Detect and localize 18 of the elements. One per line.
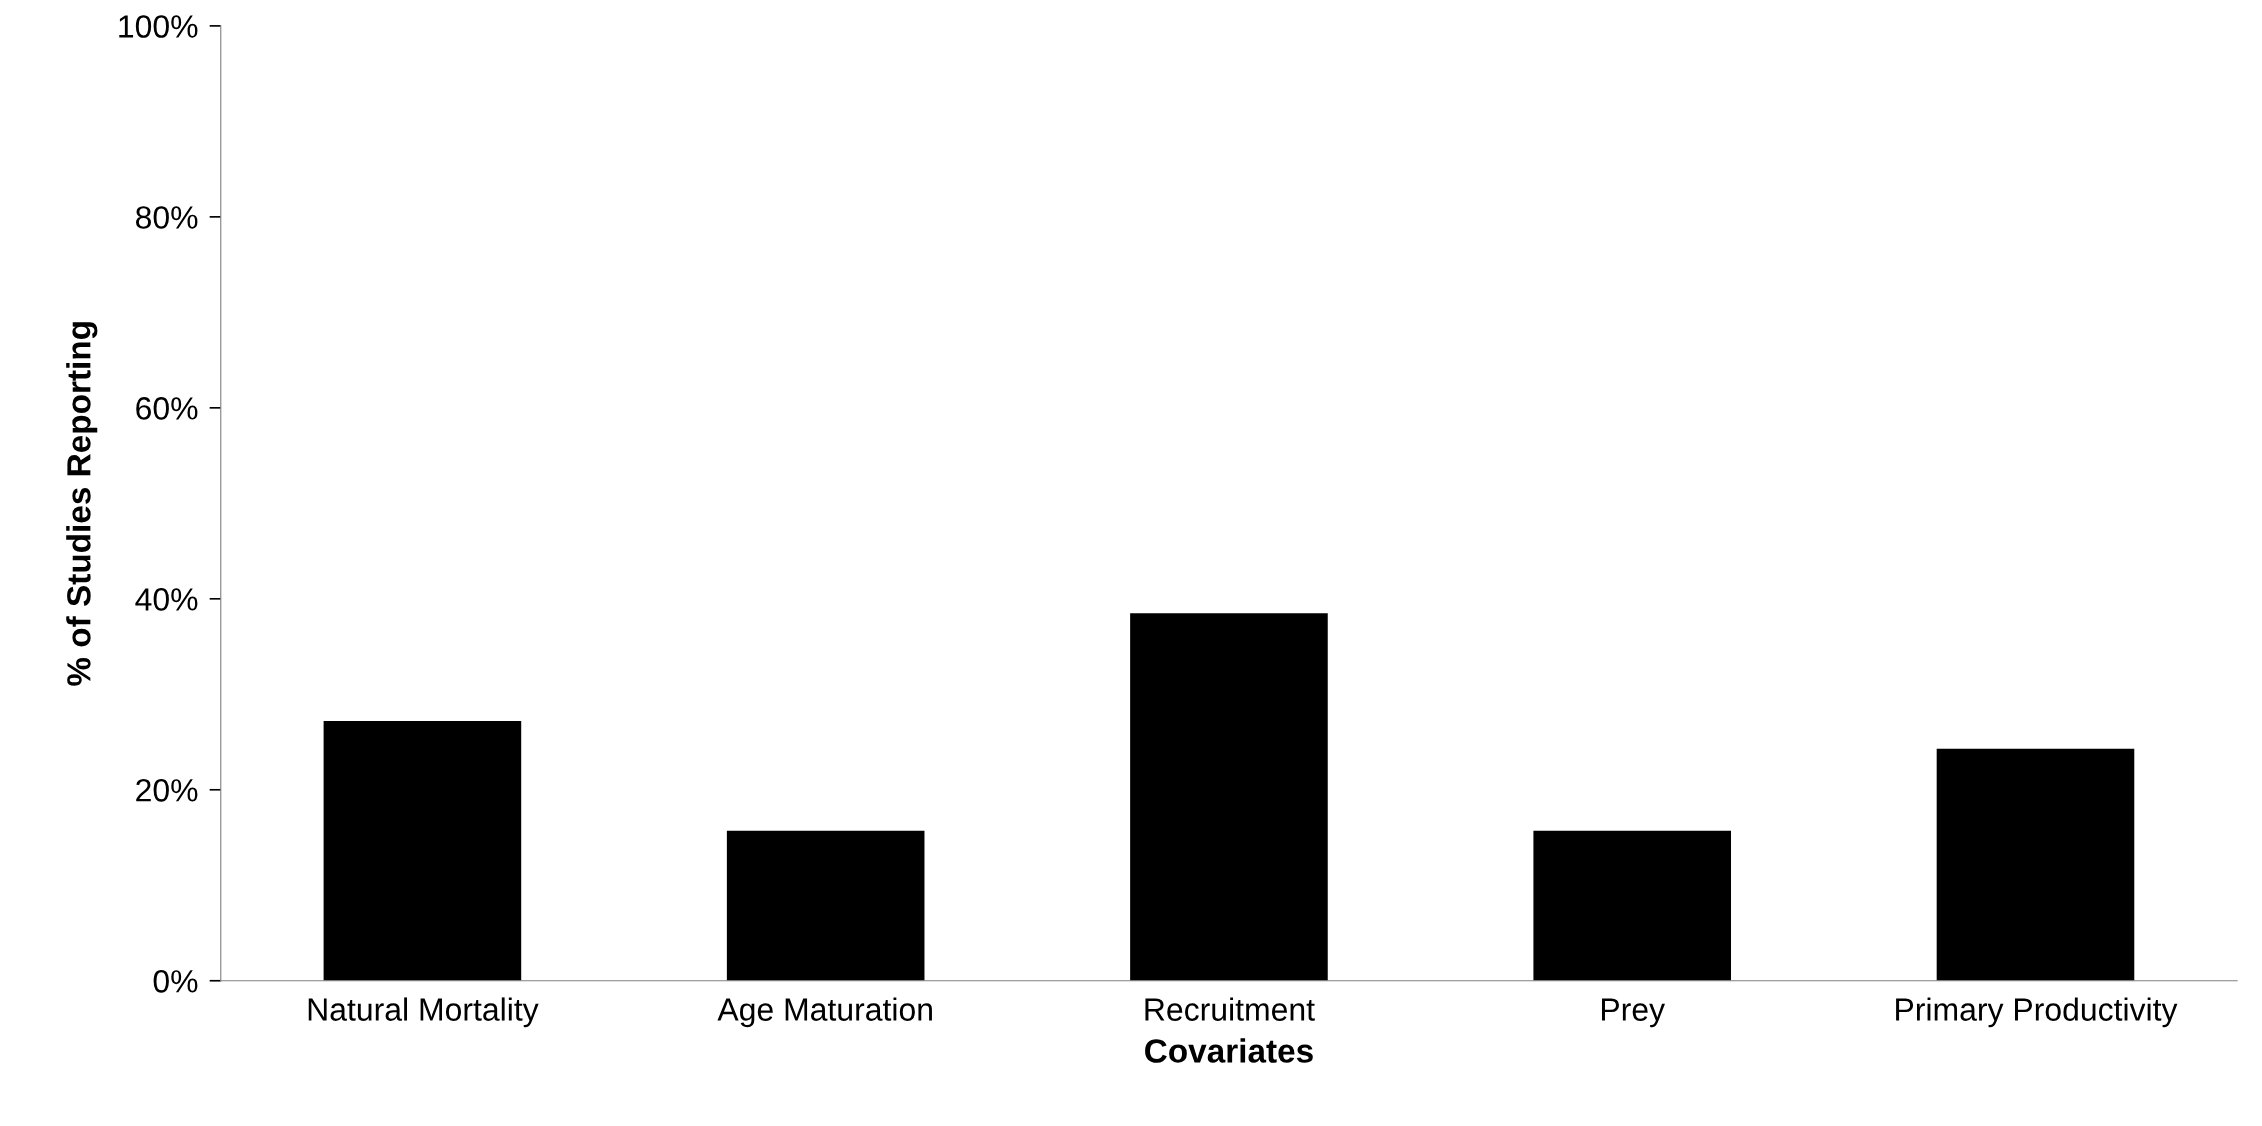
y-tick-label: 80% bbox=[136, 206, 198, 229]
x-tick-label: Primary Productivity bbox=[1896, 997, 2178, 1028]
x-axis-title: Covariates bbox=[1145, 1038, 1313, 1063]
y-tick-label: 0% bbox=[153, 970, 198, 993]
x-tick-label: Age Maturation bbox=[717, 997, 932, 1028]
y-tick-label: 40% bbox=[135, 588, 198, 611]
y-tick-label: 20% bbox=[136, 779, 198, 802]
bar bbox=[726, 830, 925, 981]
x-tick-label: Recruitment bbox=[1145, 997, 1315, 1021]
y-tick-label: 60% bbox=[136, 397, 198, 420]
y-axis-title: % of Studies Reporting bbox=[66, 322, 98, 686]
bar bbox=[1130, 613, 1328, 981]
bar bbox=[323, 721, 522, 981]
bar bbox=[1533, 830, 1732, 981]
x-tick-label: Prey bbox=[1601, 998, 1665, 1028]
y-tick-label: 100% bbox=[119, 15, 198, 38]
x-tick-label: Natural Mortality bbox=[308, 997, 539, 1028]
bar bbox=[1936, 748, 2135, 981]
